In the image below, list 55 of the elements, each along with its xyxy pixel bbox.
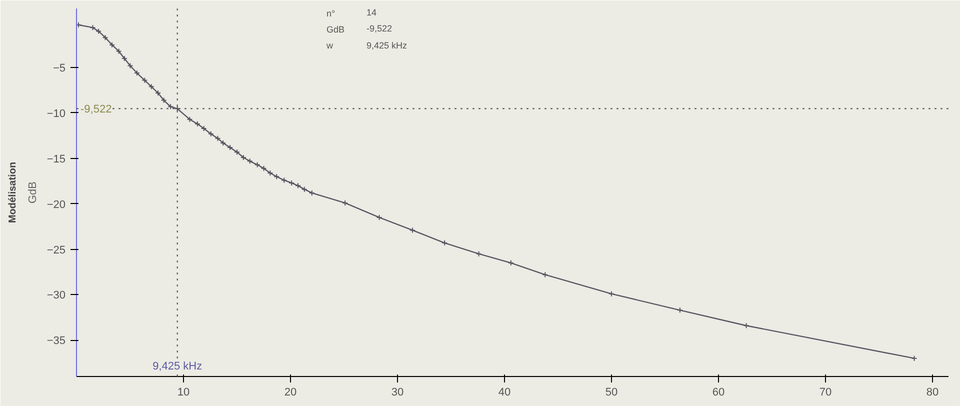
point [294, 182, 301, 189]
x-tick-label: 30 [391, 386, 404, 398]
point [168, 104, 174, 110]
x-tick-label: 10 [177, 386, 190, 398]
point [301, 186, 308, 192]
annotation: n° [326, 8, 336, 18]
point [442, 240, 448, 246]
y-tick-label: −15 [46, 153, 66, 166]
point [508, 260, 514, 266]
point [260, 165, 267, 172]
text: Modélisation [8, 162, 18, 224]
y-tick-label: −35 [46, 335, 66, 348]
annotation: 9,425 kHz [366, 40, 408, 50]
point [743, 322, 750, 329]
point [127, 62, 134, 69]
point [476, 250, 482, 257]
point [194, 120, 200, 127]
point [174, 106, 180, 112]
point [90, 24, 96, 31]
point [676, 307, 683, 314]
point [186, 116, 193, 122]
point [281, 177, 288, 184]
point [148, 84, 154, 90]
ref-line-label: -9,522 [80, 104, 112, 116]
annotation: w [326, 40, 334, 50]
y-tick-label: −20 [46, 198, 66, 211]
annotation: 14 [366, 8, 377, 18]
point [254, 162, 260, 168]
y-tick-label: −25 [46, 244, 66, 256]
point [542, 272, 548, 278]
point [208, 130, 214, 137]
point [116, 48, 122, 54]
y-tick-label: −10 [46, 108, 66, 120]
point [102, 34, 108, 41]
annotation: GdB [326, 24, 345, 34]
ref-line-label: 9,425 kHz [152, 360, 202, 372]
point [160, 97, 167, 104]
x-tick-label: 40 [498, 386, 511, 398]
point [274, 174, 280, 180]
x-tick-label: 20 [284, 386, 297, 398]
x-tick-label: 70 [819, 386, 832, 398]
annotation: -9,522 [366, 24, 392, 34]
y-tick-label: −30 [46, 290, 66, 302]
point [409, 227, 416, 234]
y-axis-title: GdB [26, 181, 39, 204]
point [608, 290, 614, 297]
point [246, 158, 253, 164]
x-tick-label: 60 [712, 386, 725, 398]
x-tick-label: 50 [605, 386, 618, 398]
point [142, 77, 148, 84]
x-tick-label: 80 [926, 386, 939, 398]
point [109, 42, 116, 48]
point [214, 135, 221, 142]
y-tick-label: −5 [52, 62, 66, 75]
point [96, 28, 102, 34]
